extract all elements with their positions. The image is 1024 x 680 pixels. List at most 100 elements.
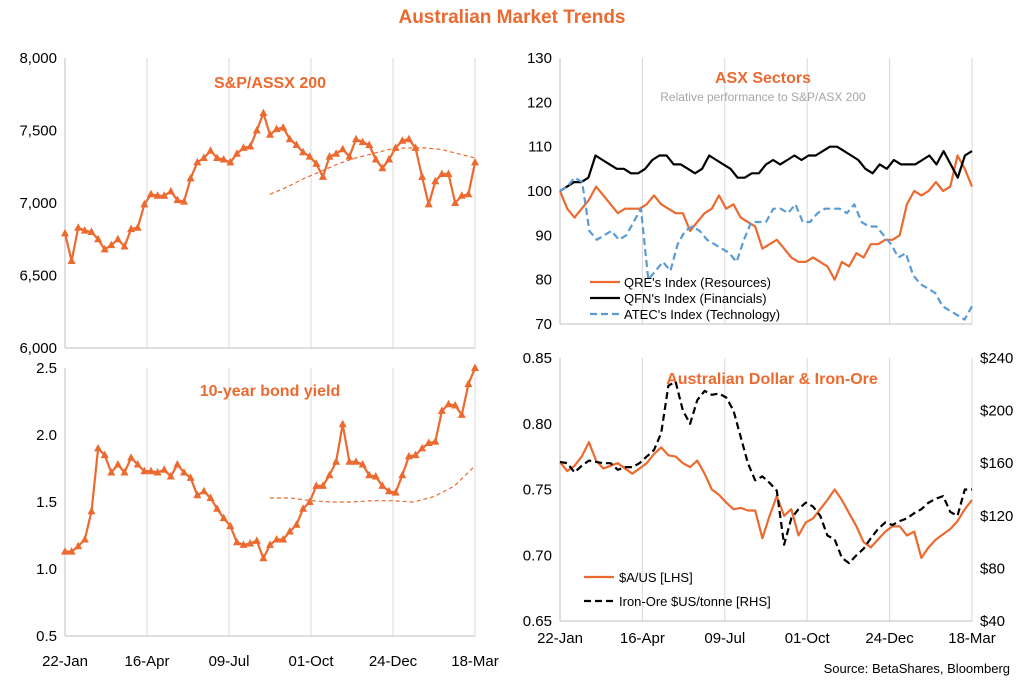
bond-line-trend [270,465,476,503]
asx200-point [292,140,301,148]
asx200-point [345,152,354,160]
asx200-point [232,149,241,157]
bond-xtick: 16-Apr [124,653,169,670]
bond-point [371,472,380,480]
bond-point [457,410,466,418]
asx200-point [444,169,453,177]
bond-point [404,451,413,460]
asx200-point [74,223,83,231]
aud_iron-xtick: 09-Jul [704,630,745,647]
bond-point [332,457,341,465]
bond-point [160,465,169,473]
bond-point [252,536,261,544]
bond-point [305,497,314,505]
bond-ytick: 0.5 [36,628,57,645]
asx200-point [312,159,321,167]
bond-point [272,535,281,543]
asx200-ytick: 6,000 [19,340,57,357]
sectors-subtitle: Relative performance to S&P/ASX 200 [660,90,866,104]
aud_iron-ytick-right: $160 [980,455,1013,472]
asx200-title: S&P/ASSX 200 [214,75,326,92]
asx200-point [398,136,407,144]
aud_iron-ytick: 0.70 [523,547,552,564]
bond-point [385,486,393,495]
asx200-point [193,157,202,166]
bond-point [219,513,228,522]
asx200-point [404,134,413,143]
asx200-point [213,153,222,161]
asx200-point [87,227,96,235]
bond-point [285,527,294,535]
asx200-ytick: 6,500 [19,268,57,285]
bond-point [365,470,374,479]
asx200-ytick: 7,000 [19,195,57,212]
bond-xtick: 09-Jul [209,653,250,670]
bond-point [153,468,162,476]
asx200-point [471,157,479,166]
asx200-point [206,146,215,154]
asx200-point [418,172,427,180]
asx200-point [127,224,136,233]
asx200-point [457,191,466,199]
aud_iron-ytick: 0.65 [523,613,552,630]
aud_iron-xtick: 18-Mar [948,630,996,647]
asx200-point [226,157,235,166]
bond-point [113,460,122,468]
bond-point [437,406,446,414]
bond-xtick: 24-Dec [369,653,418,670]
asx200-point [279,123,288,131]
aud_iron-ytick-right: $40 [980,613,1005,630]
asx200-point [464,189,473,198]
asx200-point [186,173,195,182]
bond-ytick: 2.0 [36,427,57,444]
asx200-point [332,149,341,157]
bond-point [199,486,208,495]
aud_iron-line-0 [559,441,973,560]
asx200-line-trend [269,147,476,195]
bond-point [398,470,407,479]
bond-point [94,443,103,452]
aud_iron-ytick-right: $80 [980,560,1005,577]
asx200-point [166,186,175,195]
bond-point [239,540,248,548]
aud_iron-ytick-right: $120 [980,508,1013,525]
asx200-point [246,142,255,150]
asx200-point [285,134,294,143]
sectors-line-0 [558,154,974,281]
asx200-point [378,163,387,172]
bond-point [173,460,182,468]
sectors-ytick: 110 [528,139,552,156]
bond-ytick: 1.0 [36,561,57,578]
asx200-point [67,256,76,264]
bond-point [80,535,89,543]
asx200-point [371,155,380,163]
asx200-point [100,244,109,253]
asx200-point [338,144,347,153]
bond-point [292,520,301,528]
asx200-point [120,242,129,250]
bond-point [107,468,116,476]
asx200-point [239,143,248,151]
asx200-point [80,226,89,234]
bond-point [259,553,268,562]
bond-point [133,460,142,468]
bond-point [127,453,136,461]
bond-point [180,468,188,476]
aud_iron-xtick: 16-Apr [620,630,665,647]
bond-point [325,470,334,479]
bond-point [74,541,83,550]
bond-point [67,547,76,555]
aud_iron-xtick: 01-Oct [785,630,831,647]
asx200-point [318,172,327,180]
bond-ytick: 2.5 [36,360,57,377]
asx200-point [424,199,433,208]
bond-point [147,466,155,475]
asx200-point [299,147,308,156]
asx200-point [252,126,261,134]
asx200-point [259,108,268,117]
asx200-point [113,234,122,243]
bond-ytick: 1.5 [36,494,57,511]
aud_iron-ytick-right: $240 [980,350,1013,367]
asx200-point [431,176,440,185]
